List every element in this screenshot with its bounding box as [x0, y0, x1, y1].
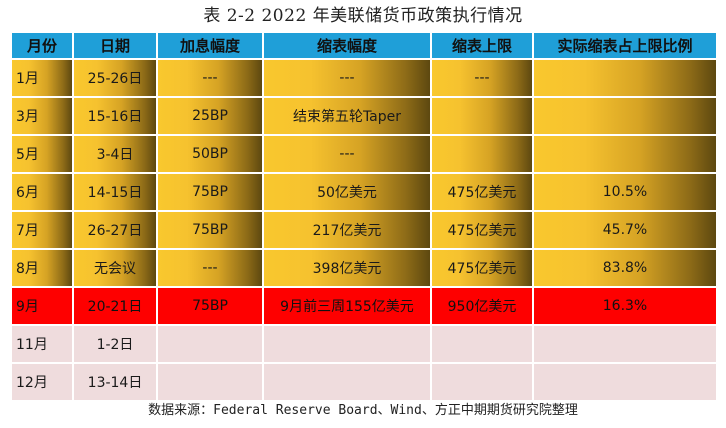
cell-date: 20-21日	[72, 286, 158, 326]
cell-qt-ratio: 83.8%	[532, 248, 718, 288]
cell-rate-hike: ---	[156, 248, 264, 288]
cell-month: 1月	[10, 58, 74, 98]
cell-qt-size	[262, 362, 432, 402]
cell-qt-size: 217亿美元	[262, 210, 432, 250]
cell-qt-ratio: 45.7%	[532, 210, 718, 250]
cell-qt-cap: 475亿美元	[430, 172, 534, 212]
cell-date: 1-2日	[72, 324, 158, 364]
cell-qt-size	[262, 324, 432, 364]
header-qt-size: 缩表幅度	[262, 31, 432, 60]
table-header-row: 月份 日期 加息幅度 缩表幅度 缩表上限 实际缩表占上限比例	[10, 31, 718, 60]
cell-qt-ratio	[532, 96, 718, 136]
cell-rate-hike: ---	[156, 58, 264, 98]
cell-qt-size: 398亿美元	[262, 248, 432, 288]
cell-qt-cap	[430, 362, 534, 402]
cell-month: 3月	[10, 96, 74, 136]
cell-rate-hike: 50BP	[156, 134, 264, 174]
cell-rate-hike	[156, 362, 264, 402]
header-date: 日期	[72, 31, 158, 60]
cell-qt-cap	[430, 96, 534, 136]
fed-policy-table: 月份 日期 加息幅度 缩表幅度 缩表上限 实际缩表占上限比例 1月 25-26日…	[10, 31, 718, 402]
header-qt-ratio: 实际缩表占上限比例	[532, 31, 718, 60]
cell-qt-ratio: 16.3%	[532, 286, 718, 326]
cell-qt-size: 结束第五轮Taper	[262, 96, 432, 136]
cell-rate-hike: 25BP	[156, 96, 264, 136]
cell-qt-size: 9月前三周155亿美元	[262, 286, 432, 326]
cell-qt-ratio	[532, 58, 718, 98]
cell-date: 无会议	[72, 248, 158, 288]
cell-month: 7月	[10, 210, 74, 250]
cell-qt-ratio	[532, 362, 718, 402]
table-row: 11月 1-2日	[10, 324, 718, 364]
table-row: 8月 无会议 --- 398亿美元 475亿美元 83.8%	[10, 248, 718, 288]
cell-qt-size: ---	[262, 58, 432, 98]
cell-date: 15-16日	[72, 96, 158, 136]
cell-qt-size: 50亿美元	[262, 172, 432, 212]
cell-rate-hike: 75BP	[156, 286, 264, 326]
source-note: 数据来源：Federal Reserve Board、Wind、方正中期期货研究…	[148, 403, 578, 418]
table-title: 表 2-2 2022 年美联储货币政策执行情况	[203, 6, 523, 26]
header-month: 月份	[10, 31, 74, 60]
cell-qt-cap	[430, 134, 534, 174]
table-row: 5月 3-4日 50BP ---	[10, 134, 718, 174]
cell-date: 26-27日	[72, 210, 158, 250]
cell-month: 11月	[10, 324, 74, 364]
cell-date: 13-14日	[72, 362, 158, 402]
cell-qt-size: ---	[262, 134, 432, 174]
cell-qt-cap: 475亿美元	[430, 248, 534, 288]
cell-rate-hike: 75BP	[156, 210, 264, 250]
cell-qt-cap	[430, 324, 534, 364]
cell-qt-ratio	[532, 324, 718, 364]
table-row-highlighted: 9月 20-21日 75BP 9月前三周155亿美元 950亿美元 16.3%	[10, 286, 718, 326]
cell-date: 14-15日	[72, 172, 158, 212]
cell-month: 5月	[10, 134, 74, 174]
cell-rate-hike	[156, 324, 264, 364]
cell-qt-ratio: 10.5%	[532, 172, 718, 212]
table-row: 3月 15-16日 25BP 结束第五轮Taper	[10, 96, 718, 136]
cell-qt-cap: 950亿美元	[430, 286, 534, 326]
cell-month: 9月	[10, 286, 74, 326]
table-row: 12月 13-14日	[10, 362, 718, 402]
table-row: 7月 26-27日 75BP 217亿美元 475亿美元 45.7%	[10, 210, 718, 250]
cell-qt-cap: 475亿美元	[430, 210, 534, 250]
cell-rate-hike: 75BP	[156, 172, 264, 212]
cell-date: 25-26日	[72, 58, 158, 98]
cell-month: 12月	[10, 362, 74, 402]
cell-qt-cap: ---	[430, 58, 534, 98]
table-row: 1月 25-26日 --- --- ---	[10, 58, 718, 98]
header-rate-hike: 加息幅度	[156, 31, 264, 60]
cell-date: 3-4日	[72, 134, 158, 174]
cell-qt-ratio	[532, 134, 718, 174]
cell-month: 8月	[10, 248, 74, 288]
header-qt-cap: 缩表上限	[430, 31, 534, 60]
table-row: 6月 14-15日 75BP 50亿美元 475亿美元 10.5%	[10, 172, 718, 212]
cell-month: 6月	[10, 172, 74, 212]
